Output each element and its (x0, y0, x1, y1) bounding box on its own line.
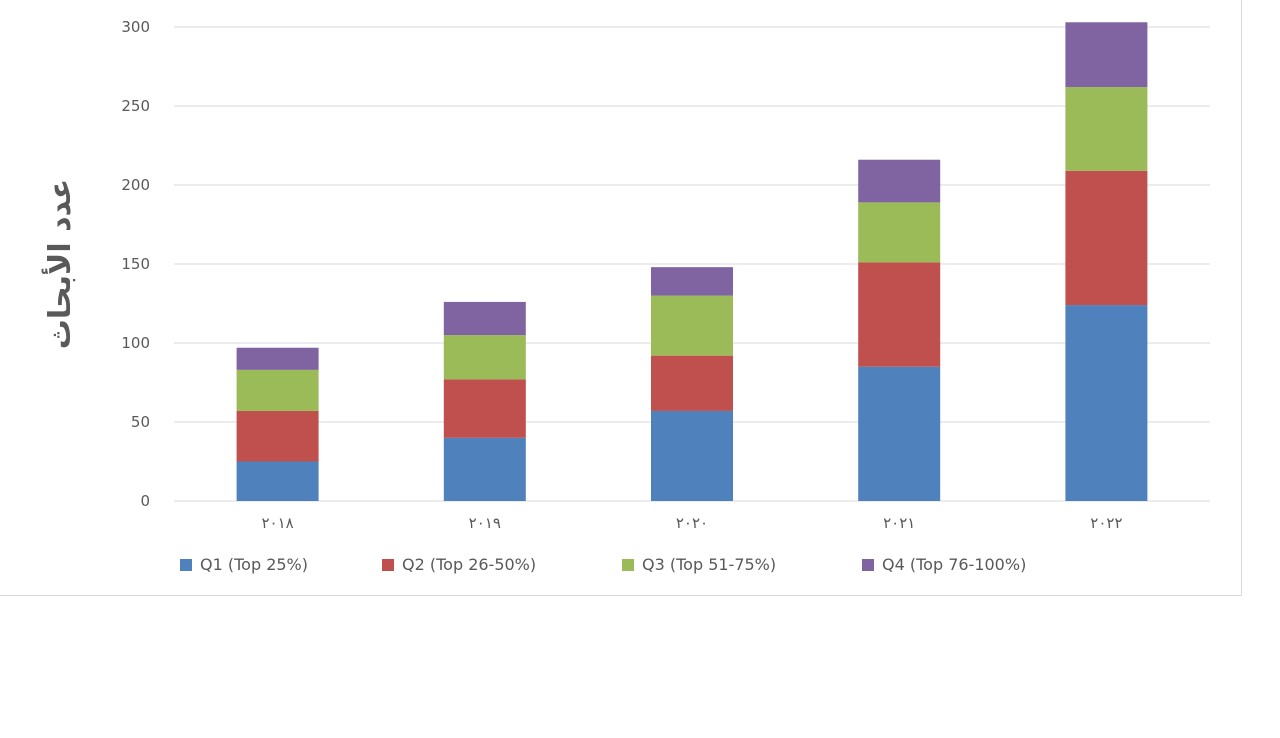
y-tick-label: 200 (121, 176, 150, 194)
x-tick-label: ٢٠٢٢ (1090, 514, 1122, 532)
bar-segment (651, 295, 733, 356)
bar-segment (1065, 170, 1148, 306)
bar-segment (651, 355, 733, 411)
bars (236, 22, 1148, 501)
bar-segment (236, 410, 319, 462)
bar-segment (443, 335, 526, 380)
bar-segment (858, 262, 941, 367)
y-tick-label: 100 (121, 334, 150, 352)
x-tick-label: ٢٠٢٠ (676, 514, 708, 532)
y-tick-label: 150 (121, 255, 150, 273)
legend-label: Q3 (Top 51-75%) (642, 555, 776, 574)
y-tick-label: 0 (140, 492, 150, 510)
chart-container: 0 50 100 150 200 250 300 ٢٠١٨ ٢٠١٩ ٢٠٢٠ ٢٠٢١ ٢٠٢٢ … (0, 0, 1242, 596)
bar-segment (1065, 22, 1148, 88)
y-tick-label: 300 (121, 18, 150, 36)
legend-item: Q4 (Top 76-100%) (862, 555, 1026, 574)
legend-label: Q1 (Top 25%) (200, 555, 308, 574)
bar-segment (443, 379, 526, 438)
legend-swatch (382, 559, 394, 571)
legend-label: Q2 (Top 26-50%) (402, 555, 536, 574)
x-tick-label: ٢٠٢١ (883, 514, 915, 532)
bar-segment (651, 267, 733, 296)
x-axis-ticks: ٢٠١٨ ٢٠١٩ ٢٠٢٠ ٢٠٢١ ٢٠٢٢ (261, 514, 1122, 532)
y-axis-ticks: 0 50 100 150 200 250 300 (121, 18, 150, 510)
legend-label: Q4 (Top 76-100%) (882, 555, 1026, 574)
bar-segment (858, 366, 941, 501)
legend-item: Q3 (Top 51-75%) (622, 555, 776, 574)
y-tick-label: 250 (121, 97, 150, 115)
bar-segment (443, 437, 526, 501)
legend: Q1 (Top 25%) Q2 (Top 26-50%) Q3 (Top 51-75… (180, 555, 1026, 574)
bar-segment (236, 369, 319, 411)
bar-segment (236, 461, 319, 501)
legend-item: Q1 (Top 25%) (180, 555, 308, 574)
bar-segment (443, 301, 526, 336)
bar-segment (858, 159, 941, 203)
legend-item: Q2 (Top 26-50%) (382, 555, 536, 574)
bar-segment (651, 410, 733, 501)
legend-swatch (622, 559, 634, 571)
bar-segment (236, 347, 319, 370)
x-tick-label: ٢٠١٩ (469, 514, 501, 532)
x-tick-label: ٢٠١٨ (261, 514, 293, 532)
legend-swatch (180, 559, 192, 571)
y-axis-label: عدد الأبحاث (41, 179, 78, 350)
bar-segment (858, 202, 941, 263)
y-tick-label: 50 (131, 413, 150, 431)
bar-segment (1065, 87, 1148, 171)
legend-swatch (862, 559, 874, 571)
bar-segment (1065, 305, 1148, 501)
